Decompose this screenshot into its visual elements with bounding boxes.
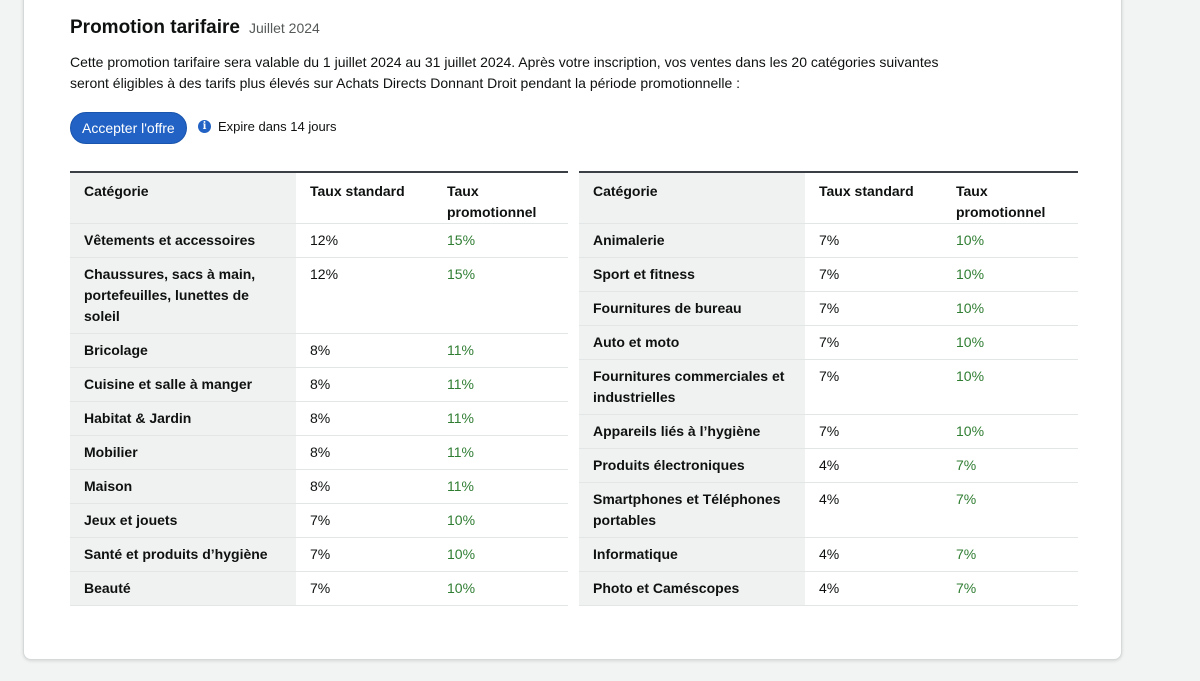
category-cell: Chaussures, sacs à main, portefeuilles, … (70, 257, 296, 334)
promo-rate-cell: 7% (942, 571, 1078, 606)
standard-rate-cell: 8% (296, 469, 433, 504)
page-title: Promotion tarifaire (70, 17, 240, 38)
category-cell: Animalerie (579, 223, 805, 258)
table-row: Habitat & Jardin 8% 11% (70, 401, 568, 436)
promo-rate-cell: 10% (942, 414, 1078, 449)
category-cell: Appareils liés à l’hygiène (579, 414, 805, 449)
table-row: Animalerie 7% 10% (579, 223, 1078, 258)
category-cell: Informatique (579, 537, 805, 572)
category-cell: Santé et produits d’hygiène (70, 537, 296, 572)
category-cell: Fournitures de bureau (579, 291, 805, 326)
promo-rate-cell: 15% (433, 257, 568, 334)
header-promo-rate: Taux promotionnel (433, 172, 568, 224)
standard-rate-cell: 7% (805, 359, 942, 415)
promo-rate-cell: 11% (433, 435, 568, 470)
header-category: Catégorie (70, 172, 296, 224)
category-cell: Beauté (70, 571, 296, 606)
expiry-text: Expire dans 14 jours (218, 119, 337, 134)
promo-rate-cell: 10% (942, 291, 1078, 326)
standard-rate-cell: 7% (805, 414, 942, 449)
header-promo-rate: Taux promotionnel (942, 172, 1078, 224)
table-row: Vêtements et accessoires 12% 15% (70, 223, 568, 258)
standard-rate-cell: 7% (296, 537, 433, 572)
table-header-row: Catégorie Taux standard Taux promotionne… (70, 172, 568, 224)
standard-rate-cell: 4% (805, 571, 942, 606)
standard-rate-cell: 7% (296, 571, 433, 606)
table-row: Santé et produits d’hygiène 7% 10% (70, 537, 568, 572)
category-cell: Habitat & Jardin (70, 401, 296, 436)
table-row: Auto et moto 7% 10% (579, 325, 1078, 360)
title-row: Promotion tarifaire Juillet 2024 (70, 17, 320, 39)
info-icon: i (198, 120, 211, 133)
expiry-notice: i Expire dans 14 jours (198, 119, 337, 134)
standard-rate-cell: 7% (296, 503, 433, 538)
standard-rate-cell: 12% (296, 223, 433, 258)
promo-rate-cell: 10% (942, 257, 1078, 292)
table-row: Bricolage 8% 11% (70, 333, 568, 368)
table-row: Appareils liés à l’hygiène 7% 10% (579, 414, 1078, 449)
category-cell: Maison (70, 469, 296, 504)
promo-rate-cell: 11% (433, 333, 568, 368)
category-cell: Sport et fitness (579, 257, 805, 292)
standard-rate-cell: 12% (296, 257, 433, 334)
category-cell: Mobilier (70, 435, 296, 470)
promo-rate-cell: 11% (433, 469, 568, 504)
table-row: Smartphones et Téléphones portables 4% 7% (579, 482, 1078, 538)
standard-rate-cell: 8% (296, 367, 433, 402)
table-header-row: Catégorie Taux standard Taux promotionne… (579, 172, 1078, 224)
promo-rate-cell: 7% (942, 482, 1078, 538)
category-cell: Smartphones et Téléphones portables (579, 482, 805, 538)
standard-rate-cell: 4% (805, 482, 942, 538)
category-cell: Vêtements et accessoires (70, 223, 296, 258)
standard-rate-cell: 7% (805, 291, 942, 326)
table-row: Informatique 4% 7% (579, 537, 1078, 572)
table-row: Mobilier 8% 11% (70, 435, 568, 470)
promo-rate-cell: 10% (942, 325, 1078, 360)
promo-rate-cell: 7% (942, 537, 1078, 572)
table-row: Fournitures commerciales et industrielle… (579, 359, 1078, 415)
table-row: Maison 8% 11% (70, 469, 568, 504)
promo-rate-cell: 10% (433, 537, 568, 572)
standard-rate-cell: 8% (296, 333, 433, 368)
category-cell: Produits électroniques (579, 448, 805, 483)
table-row: Chaussures, sacs à main, portefeuilles, … (70, 257, 568, 334)
promo-rate-cell: 7% (942, 448, 1078, 483)
header-standard-rate: Taux standard (296, 172, 433, 224)
promotion-description: Cette promotion tarifaire sera valable d… (70, 54, 939, 91)
table-row: Sport et fitness 7% 10% (579, 257, 1078, 292)
promotion-period: Juillet 2024 (248, 20, 320, 36)
category-cell: Fournitures commerciales et industrielle… (579, 359, 805, 415)
promo-rate-cell: 11% (433, 401, 568, 436)
table-row: Jeux et jouets 7% 10% (70, 503, 568, 538)
standard-rate-cell: 7% (805, 257, 942, 292)
table-row: Beauté 7% 10% (70, 571, 568, 606)
header-standard-rate: Taux standard (805, 172, 942, 224)
rates-table-right: Catégorie Taux standard Taux promotionne… (579, 171, 1078, 606)
standard-rate-cell: 7% (805, 325, 942, 360)
promo-rate-cell: 10% (942, 359, 1078, 415)
table-row: Photo et Caméscopes 4% 7% (579, 571, 1078, 606)
header-category: Catégorie (579, 172, 805, 224)
rates-table-left: Catégorie Taux standard Taux promotionne… (70, 171, 568, 606)
promo-rate-cell: 11% (433, 367, 568, 402)
standard-rate-cell: 7% (805, 223, 942, 258)
standard-rate-cell: 4% (805, 448, 942, 483)
category-cell: Bricolage (70, 333, 296, 368)
standard-rate-cell: 8% (296, 435, 433, 470)
promo-rate-cell: 10% (433, 503, 568, 538)
category-cell: Cuisine et salle à manger (70, 367, 296, 402)
standard-rate-cell: 8% (296, 401, 433, 436)
table-row: Fournitures de bureau 7% 10% (579, 291, 1078, 326)
table-row: Cuisine et salle à manger 8% 11% (70, 367, 568, 402)
standard-rate-cell: 4% (805, 537, 942, 572)
accept-offer-button[interactable]: Accepter l'offre (70, 112, 187, 144)
table-row: Produits électroniques 4% 7% (579, 448, 1078, 483)
category-cell: Auto et moto (579, 325, 805, 360)
promo-rate-cell: 15% (433, 223, 568, 258)
promotion-card: Promotion tarifaire Juillet 2024 Cette p… (23, 0, 1122, 660)
promo-rate-cell: 10% (433, 571, 568, 606)
promo-rate-cell: 10% (942, 223, 1078, 258)
category-cell: Jeux et jouets (70, 503, 296, 538)
category-cell: Photo et Caméscopes (579, 571, 805, 606)
